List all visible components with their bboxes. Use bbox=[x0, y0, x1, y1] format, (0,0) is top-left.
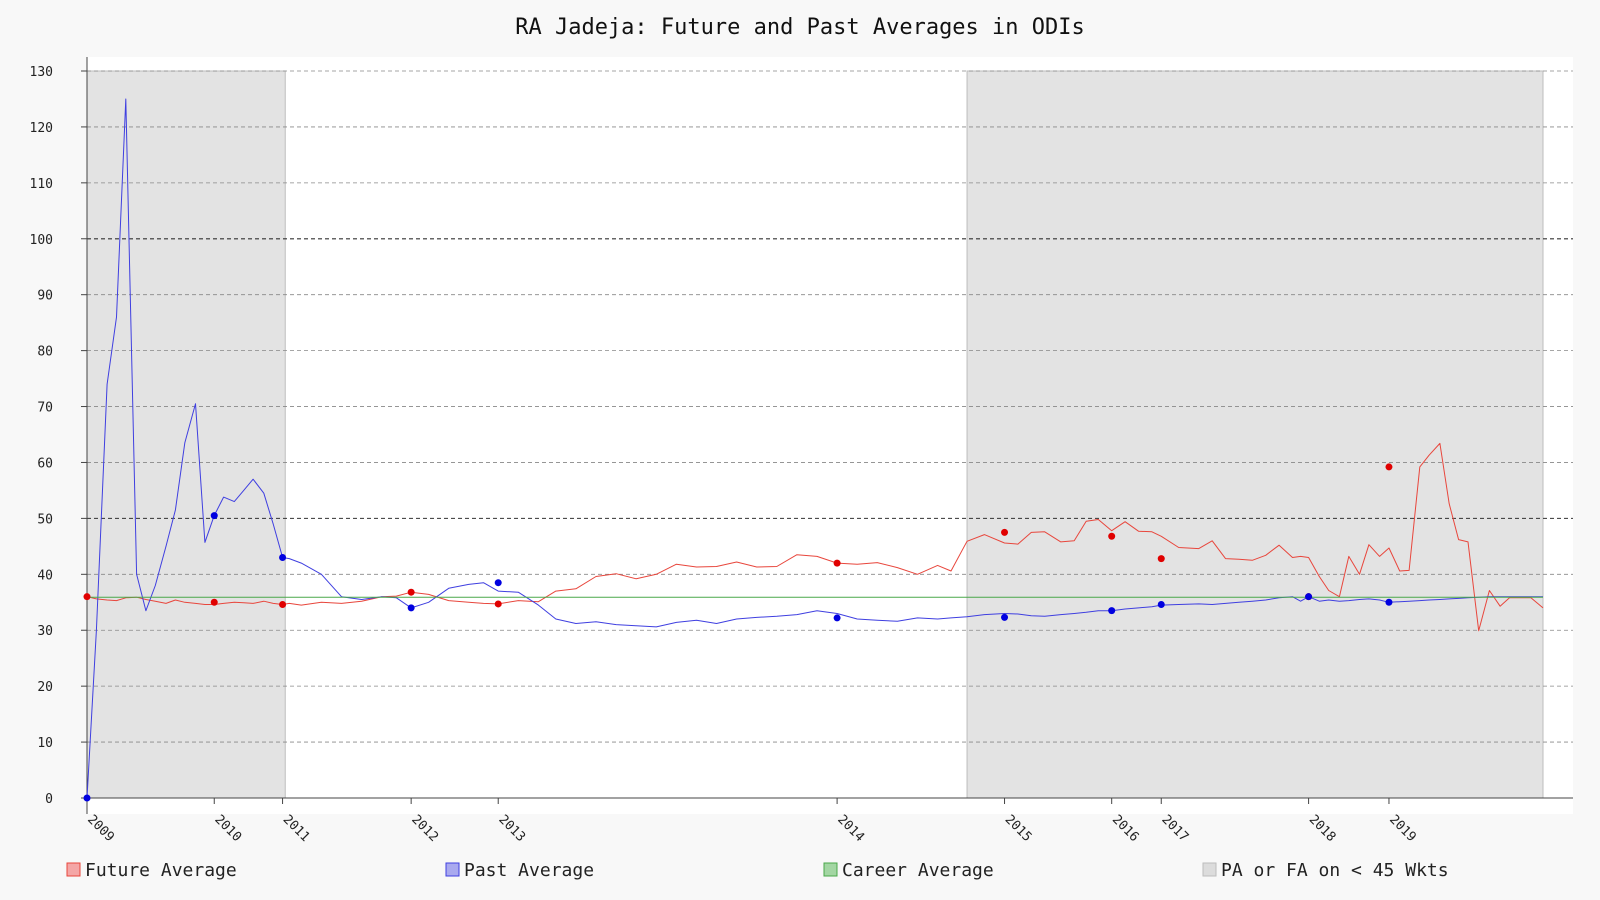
future-average-point-11 bbox=[1385, 463, 1393, 471]
y-tick-label-130: 130 bbox=[30, 65, 53, 80]
future-average-point-6 bbox=[833, 559, 841, 567]
legend-swatch-pa-or-fa-on-45-wkts bbox=[1202, 862, 1217, 877]
y-tick-label-60: 60 bbox=[37, 456, 53, 471]
past-average-point-7 bbox=[1001, 613, 1009, 621]
y-tick-label-100: 100 bbox=[30, 233, 53, 248]
future-average-point-4 bbox=[407, 588, 415, 596]
y-tick-label-40: 40 bbox=[37, 568, 53, 583]
y-tick-label-50: 50 bbox=[37, 512, 53, 527]
legend-swatch-past-average bbox=[445, 862, 460, 877]
legend-label-future-average: Future Average bbox=[85, 860, 237, 881]
past-average-point-3 bbox=[279, 554, 287, 562]
y-tick-label-10: 10 bbox=[37, 736, 53, 751]
y-axis-ticks: 0 10 20 30 40 50 60 70 80 90 100 110 120 130 bbox=[30, 65, 87, 807]
series-line-past-average bbox=[86, 98, 1543, 799]
y-tick-label-90: 90 bbox=[37, 289, 53, 304]
future-average-point-7 bbox=[1001, 528, 1009, 536]
series-lines bbox=[86, 98, 1544, 799]
past-average-point-1 bbox=[83, 794, 91, 802]
future-average-point-3 bbox=[279, 601, 287, 609]
legend-swatch-future-average bbox=[66, 862, 81, 877]
series-markers bbox=[83, 463, 1393, 802]
past-average-point-8 bbox=[1108, 607, 1116, 615]
past-average-point-6 bbox=[833, 614, 841, 622]
legend-label-career-average: Career Average bbox=[842, 860, 994, 881]
y-tick-label-20: 20 bbox=[37, 680, 53, 695]
future-average-point-5 bbox=[494, 600, 502, 608]
past-average-point-4 bbox=[407, 604, 415, 612]
future-average-point-8 bbox=[1108, 532, 1116, 540]
chart-title: RA Jadeja: Future and Past Averages in O… bbox=[515, 15, 1085, 40]
future-average-point-9 bbox=[1157, 555, 1165, 563]
y-tick-label-120: 120 bbox=[30, 121, 53, 136]
y-tick-label-110: 110 bbox=[30, 177, 53, 192]
series-line-future-average bbox=[86, 442, 1544, 632]
legend: Future Average Past Average Career Average… bbox=[66, 860, 1449, 881]
future-average-point-1 bbox=[83, 593, 91, 601]
past-average-point-10 bbox=[1305, 593, 1313, 601]
past-average-point-5 bbox=[494, 579, 502, 587]
past-average-point-9 bbox=[1157, 601, 1165, 609]
y-tick-label-30: 30 bbox=[37, 624, 53, 639]
shaded-regions bbox=[86, 70, 1544, 799]
grid-lines bbox=[87, 70, 1573, 743]
legend-label-pa-or-fa-on-45-wkts: PA or FA on < 45 Wkts bbox=[1221, 860, 1449, 881]
legend-label-past-average: Past Average bbox=[464, 860, 594, 881]
shaded-region-1 bbox=[86, 70, 286, 799]
y-tick-label-0: 0 bbox=[45, 792, 53, 807]
shaded-region-2 bbox=[966, 70, 1544, 799]
legend-swatch-career-average bbox=[823, 862, 838, 877]
past-average-point-2 bbox=[210, 512, 218, 520]
future-average-point-2 bbox=[210, 598, 218, 606]
y-tick-label-80: 80 bbox=[37, 345, 53, 360]
past-average-point-11 bbox=[1385, 598, 1393, 606]
y-tick-label-70: 70 bbox=[37, 401, 53, 416]
